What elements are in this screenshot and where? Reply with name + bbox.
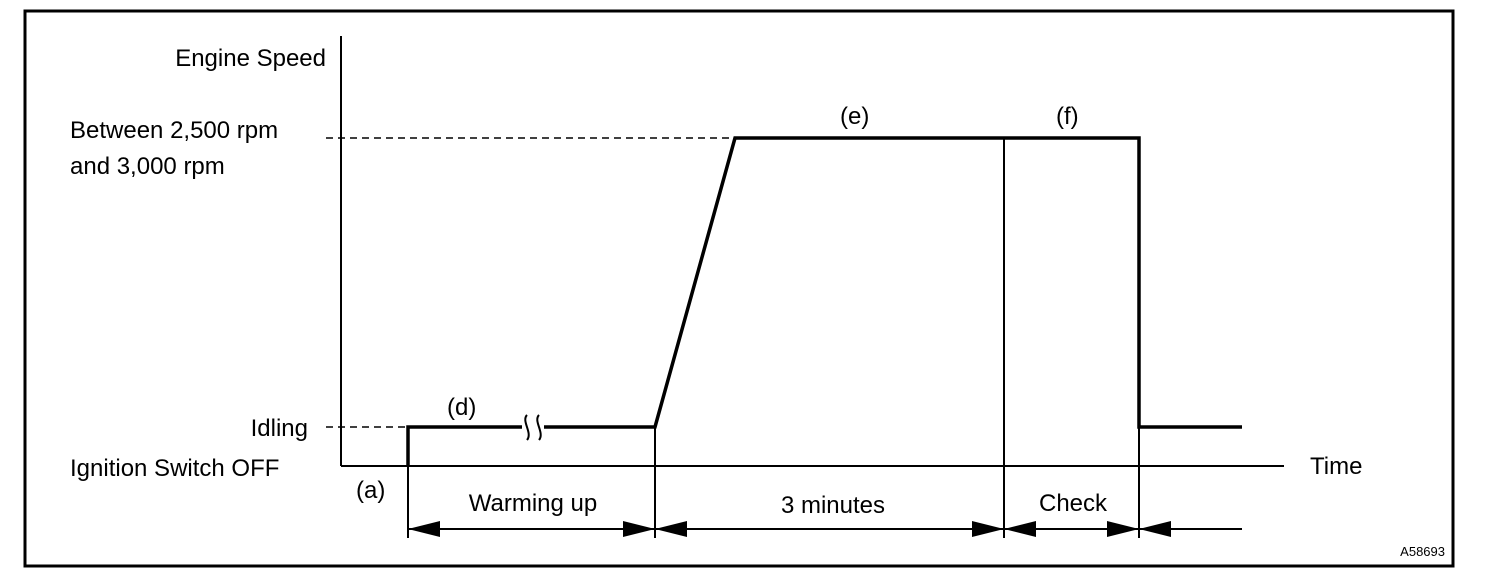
arrowhead-check-left — [1004, 521, 1036, 537]
marker-a: (a) — [356, 477, 385, 504]
interval-arrowheads — [408, 521, 1171, 537]
arrowhead-warmup-right — [623, 521, 655, 537]
arrowhead-three-minutes-right — [972, 521, 1004, 537]
idling-label: Idling — [251, 415, 308, 442]
high-speed-label-line1: Between 2,500 rpm — [70, 117, 278, 144]
marker-d: (d) — [447, 394, 476, 421]
arrowhead-check-right — [1107, 521, 1139, 537]
interval-warming-up-label: Warming up — [469, 490, 597, 517]
arrowhead-warmup-left — [408, 521, 440, 537]
arrowhead-three-minutes-left — [655, 521, 687, 537]
marker-e: (e) — [840, 103, 869, 130]
arrowhead-after-check-left — [1139, 521, 1171, 537]
x-axis-title: Time — [1310, 453, 1362, 480]
y-axis-title: Engine Speed — [175, 45, 326, 72]
engine-speed-curve-main — [544, 136, 1242, 429]
engine-speed-curve-warmup — [406, 425, 522, 466]
interval-three-minutes-label: 3 minutes — [781, 492, 885, 519]
time-break-symbol — [524, 414, 542, 441]
figure-frame — [23, 9, 1455, 568]
marker-f: (f) — [1056, 103, 1079, 130]
high-speed-label-line2: and 3,000 rpm — [70, 153, 225, 180]
figure-code: A58693 — [1400, 544, 1445, 559]
ignition-off-label: Ignition Switch OFF — [70, 455, 279, 482]
interval-check-label: Check — [1039, 490, 1108, 517]
